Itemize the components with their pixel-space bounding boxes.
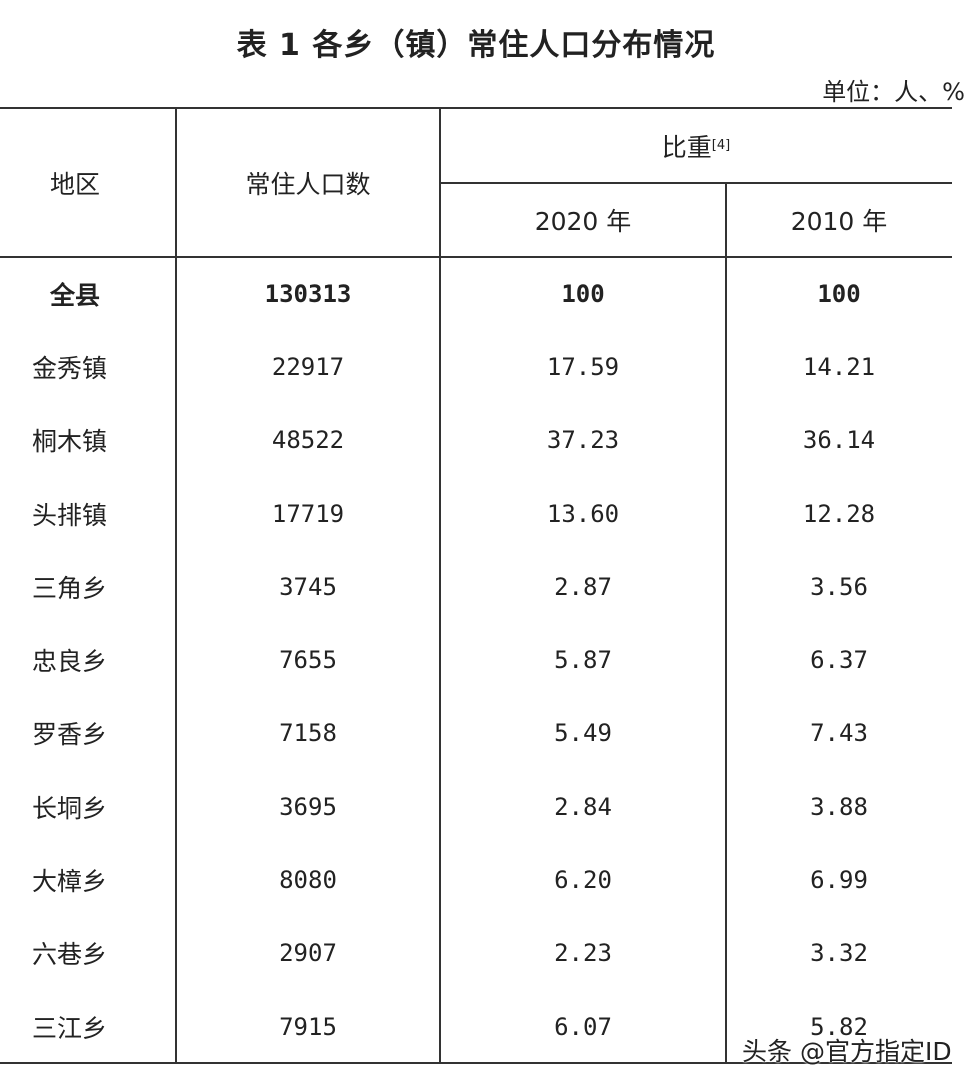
cell-share-2020: 5.87 bbox=[554, 646, 612, 675]
header-bottom-border bbox=[0, 256, 952, 258]
cell-share-2010: 3.32 bbox=[810, 939, 868, 968]
table-title: 表 1 各乡（镇）常住人口分布情况 bbox=[236, 28, 716, 63]
cell-population: 48522 bbox=[271, 426, 345, 455]
cell-share-2020: 6.07 bbox=[554, 1012, 612, 1041]
cell-region: 三角乡 bbox=[32, 573, 108, 603]
cell-share-2010: 100 bbox=[817, 279, 861, 308]
cell-population: 130313 bbox=[264, 279, 352, 308]
cell-share-2010: 3.56 bbox=[810, 572, 868, 601]
header-region: 地区 bbox=[49, 169, 100, 199]
cell-region: 忠良乡 bbox=[32, 647, 108, 677]
cell-population: 7158 bbox=[279, 719, 337, 748]
cell-share-2010: 12.28 bbox=[802, 499, 876, 528]
header-divider bbox=[440, 182, 952, 184]
cell-region: 三江乡 bbox=[32, 1013, 108, 1043]
header-share-label: 比重 bbox=[661, 132, 712, 162]
header-share: 比重 [4] bbox=[440, 108, 952, 183]
cell-region: 金秀镇 bbox=[32, 353, 108, 383]
cell-population: 17719 bbox=[271, 499, 345, 528]
cell-region: 罗香乡 bbox=[32, 720, 108, 750]
cell-share-2010: 3.88 bbox=[810, 792, 868, 821]
cell-share-2020: 2.87 bbox=[554, 572, 612, 601]
cell-population: 2907 bbox=[279, 939, 337, 968]
cell-region: 全县 bbox=[49, 280, 100, 310]
cell-region: 长垌乡 bbox=[32, 793, 108, 823]
header-population: 常住人口数 bbox=[245, 169, 371, 199]
header-2010: 2010 年 bbox=[790, 207, 888, 236]
cell-share-2020: 100 bbox=[561, 279, 605, 308]
cell-share-2010: 6.37 bbox=[810, 646, 868, 675]
cell-population: 3745 bbox=[279, 572, 337, 601]
column-divider bbox=[175, 108, 177, 1063]
table-bottom-border bbox=[0, 1062, 952, 1064]
cell-share-2010: 6.99 bbox=[810, 866, 868, 895]
cell-share-2020: 2.84 bbox=[554, 792, 612, 821]
cell-share-2010: 7.43 bbox=[810, 719, 868, 748]
cell-region: 桐木镇 bbox=[32, 427, 108, 457]
cell-share-2020: 5.49 bbox=[554, 719, 612, 748]
watermark: 头条 @官方指定ID bbox=[742, 1037, 952, 1066]
column-divider bbox=[439, 108, 441, 1063]
cell-population: 8080 bbox=[279, 866, 337, 895]
table-top-border bbox=[0, 107, 952, 109]
unit-label: 单位：人、% bbox=[822, 78, 965, 106]
header-2020: 2020 年 bbox=[534, 207, 632, 236]
cell-share-2010: 14.21 bbox=[802, 352, 876, 381]
cell-share-2010: 5.82 bbox=[810, 1012, 868, 1041]
column-divider bbox=[725, 183, 727, 1063]
cell-share-2020: 2.23 bbox=[554, 939, 612, 968]
cell-share-2020: 6.20 bbox=[554, 866, 612, 895]
cell-region: 头排镇 bbox=[32, 500, 108, 530]
cell-share-2020: 17.59 bbox=[546, 352, 620, 381]
cell-share-2020: 13.60 bbox=[546, 499, 620, 528]
cell-region: 大樟乡 bbox=[32, 867, 108, 897]
cell-region: 六巷乡 bbox=[32, 940, 108, 970]
cell-population: 22917 bbox=[271, 352, 345, 381]
cell-share-2010: 36.14 bbox=[802, 426, 876, 455]
cell-population: 7655 bbox=[279, 646, 337, 675]
cell-population: 7915 bbox=[279, 1012, 337, 1041]
cell-population: 3695 bbox=[279, 792, 337, 821]
cell-share-2020: 37.23 bbox=[546, 426, 620, 455]
footnote-ref: [4] bbox=[711, 138, 731, 153]
